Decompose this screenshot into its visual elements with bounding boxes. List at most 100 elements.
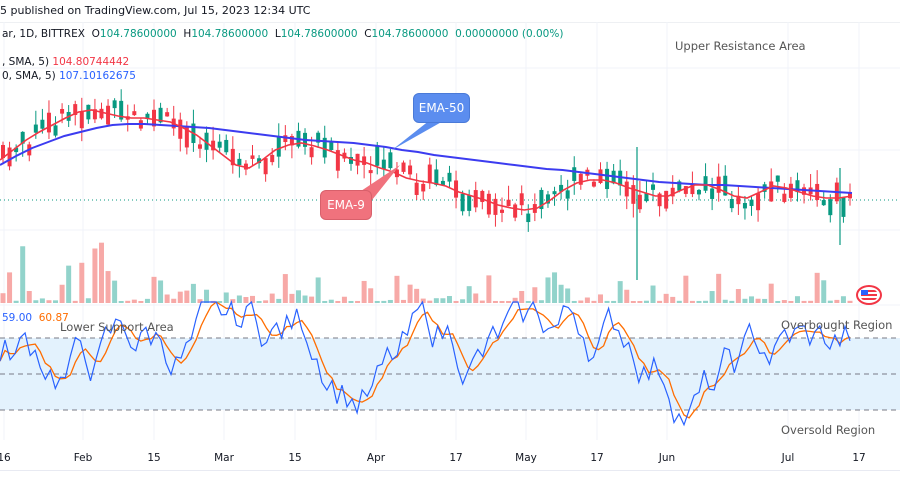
volume-bar: [768, 283, 774, 303]
close-label: C: [364, 28, 372, 40]
volume-bar: [361, 280, 367, 303]
candle-body: [552, 191, 557, 195]
volume-bar: [801, 300, 807, 303]
volume-bar: [709, 291, 715, 303]
candle-body: [283, 135, 288, 143]
volume-bar: [722, 299, 728, 303]
candle-body: [132, 111, 137, 116]
volume-bar: [532, 287, 538, 303]
volume-bar: [92, 248, 98, 303]
volume-bar: [144, 298, 150, 303]
volume-bar: [696, 300, 702, 303]
candle-body: [257, 158, 262, 164]
time-tick: Jul: [781, 452, 795, 464]
time-tick: 17: [590, 452, 604, 464]
volume-bar: [663, 293, 669, 303]
volume-bar: [138, 301, 144, 303]
time-tick: 17: [449, 452, 463, 464]
upper-resistance-label: Upper Resistance Area: [675, 39, 806, 53]
volume-bar: [775, 300, 781, 303]
candle-body: [828, 199, 833, 216]
volume-bar: [158, 280, 164, 303]
candle-body: [46, 112, 51, 133]
volume-bar: [256, 300, 262, 303]
volume-bar: [368, 288, 374, 303]
candle-body: [578, 173, 583, 185]
low-label: L: [274, 28, 281, 40]
volume-bar: [814, 272, 820, 303]
publish-header: 5 published on TradingView.com, Jul 15, …: [0, 0, 900, 23]
candle-body: [408, 165, 413, 175]
ema9-callout[interactable]: EMA-9: [320, 190, 372, 220]
candle-body: [651, 184, 656, 190]
candle-body: [454, 180, 459, 198]
volume-bar: [689, 300, 695, 303]
volume-bar: [269, 293, 275, 303]
candle-body: [165, 112, 170, 117]
ema50-callout-pointer: [392, 120, 445, 150]
volume-bar: [401, 299, 407, 303]
candle-body: [605, 168, 610, 190]
volume-bar: [164, 294, 170, 303]
volume-bar: [565, 288, 571, 303]
volume-bar: [446, 296, 452, 303]
candle-body: [802, 187, 807, 195]
volume-bar: [617, 281, 623, 303]
volume-bar: [466, 286, 472, 303]
volume-bar: [125, 300, 131, 303]
volume-bar: [453, 300, 459, 303]
candle-body: [500, 209, 505, 213]
volume-bar: [204, 289, 210, 303]
candle-body: [598, 169, 603, 184]
time-tick: 17: [852, 452, 866, 464]
volume-bar: [473, 293, 479, 303]
oscillator-legend[interactable]: 59.00 60.87: [2, 312, 69, 324]
volume-bar: [486, 275, 492, 303]
volume-bar: [230, 299, 236, 303]
candle-body: [749, 199, 754, 206]
candle-body: [677, 181, 682, 191]
volume-bar: [499, 301, 505, 303]
candle-body: [79, 111, 84, 129]
volume-bar: [578, 300, 584, 303]
candle-body: [270, 154, 275, 163]
oversold-label: Oversold Region: [781, 423, 876, 437]
volume-bar: [552, 272, 558, 303]
time-axis[interactable]: 16 Feb 15 Mar 15 Apr 17 May 17 Jun Jul 17: [0, 440, 900, 471]
ema50-legend[interactable]: 0, SMA, 5) 107.10162675: [2, 70, 136, 82]
ema9-value: 104.80744442: [52, 56, 130, 68]
volume-bar: [387, 299, 393, 303]
volume-bar: [742, 298, 748, 303]
volume-bar: [302, 295, 308, 303]
time-tick: 15: [147, 452, 161, 464]
candle-body: [335, 150, 340, 171]
time-tick: 16: [0, 452, 11, 464]
candle-body: [506, 199, 511, 207]
candle-body: [250, 155, 255, 159]
volume-bar: [223, 292, 229, 303]
volume-bar: [13, 300, 19, 303]
candle-body: [73, 104, 78, 116]
candle-body: [815, 183, 820, 201]
ema50-callout[interactable]: EMA-50: [413, 93, 470, 123]
volume-bar: [33, 300, 39, 303]
volume-bar: [66, 265, 72, 303]
ema9-legend[interactable]: , SMA, 5) 104.80744442: [2, 56, 129, 68]
volume-bar: [0, 293, 6, 303]
volume-bar: [630, 301, 636, 303]
candle-body: [414, 182, 419, 195]
candle-body: [276, 136, 281, 157]
candle-body: [539, 189, 544, 210]
volume-bar: [670, 296, 676, 303]
us-flag-event-icon[interactable]: [856, 285, 882, 305]
stoch-k-value: 59.00: [2, 312, 33, 324]
volume-bar: [315, 277, 321, 303]
volume-bar: [374, 300, 380, 303]
volume-bar: [98, 242, 104, 303]
candle-body: [106, 105, 111, 125]
volume-bar: [840, 296, 846, 303]
volume-bar: [72, 300, 78, 303]
volume-bar: [236, 295, 242, 303]
volume-bar: [781, 300, 787, 303]
